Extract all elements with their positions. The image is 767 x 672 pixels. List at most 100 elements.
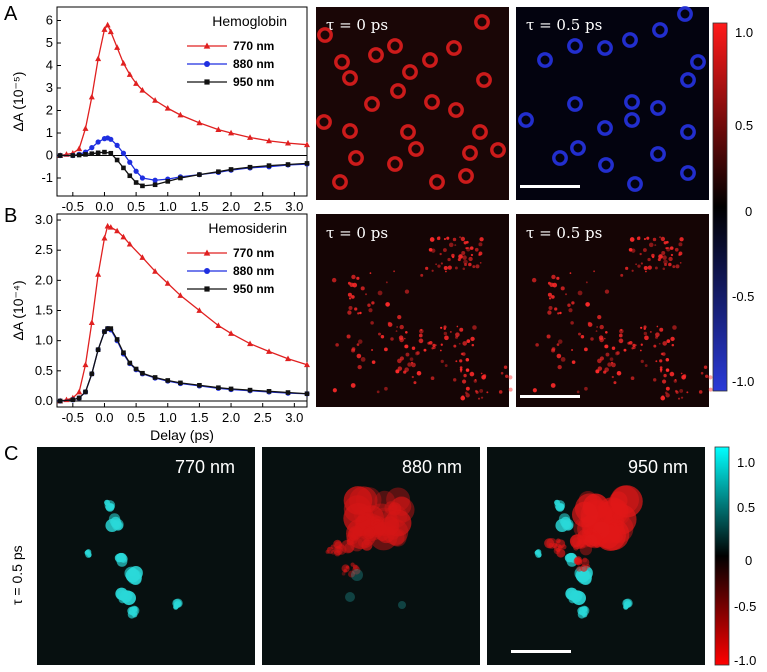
red-cell xyxy=(332,174,348,190)
colorbar-ab-tick-5: -1.0 xyxy=(732,374,754,389)
x-tick-label: 1.0 xyxy=(159,410,177,425)
hemosiderin-speck xyxy=(640,349,642,352)
blue-cell xyxy=(624,94,640,110)
hemosiderin-speck xyxy=(465,393,470,398)
hemosiderin-speck xyxy=(678,242,683,247)
cyan-blob xyxy=(575,568,590,583)
data-point-square xyxy=(127,173,133,179)
hemosiderin-speck xyxy=(447,265,452,270)
data-point-square xyxy=(102,149,107,155)
data-point-square xyxy=(285,162,291,167)
colorbar-c-tick-3: 0 xyxy=(745,553,752,568)
hemosiderin-speck xyxy=(665,247,668,250)
hemosiderin-speck xyxy=(535,343,539,347)
hemosiderin-speck xyxy=(552,282,558,288)
data-point-triangle xyxy=(196,119,203,126)
hemosiderin-speck xyxy=(331,277,337,283)
hemosiderin-speck xyxy=(347,281,351,285)
hemosiderin-speck xyxy=(625,266,629,270)
legend-marker-1 xyxy=(204,268,210,274)
hemosiderin-speck xyxy=(465,247,468,250)
hemosiderin-speck xyxy=(658,254,663,259)
hemosiderin-speck xyxy=(532,388,537,393)
data-point-triangle xyxy=(152,268,159,274)
blue-cell xyxy=(652,22,668,38)
hemosiderin-speck xyxy=(616,370,622,376)
hemosiderin-speck xyxy=(503,365,508,369)
data-point-square xyxy=(165,378,171,383)
hemosiderin-speck xyxy=(472,325,477,330)
red-cell xyxy=(402,64,418,80)
chart-title: Hemoglobin xyxy=(212,13,287,29)
x-tick-label: 0.0 xyxy=(95,199,113,214)
hemosiderin-speck xyxy=(620,329,623,331)
hemosiderin-speck xyxy=(447,257,451,262)
hemosiderin-speck xyxy=(674,247,679,252)
hemosiderin-speck xyxy=(470,253,474,257)
hemosiderin-speck xyxy=(461,251,466,256)
hemosiderin-speck xyxy=(500,371,504,375)
hemosiderin-speck xyxy=(427,341,431,345)
hemosiderin-speck xyxy=(698,390,703,394)
hemosiderin-speck xyxy=(551,348,556,353)
data-point-triangle xyxy=(88,93,95,100)
x-tick-label: 0.5 xyxy=(127,199,145,214)
hemosiderin-speck xyxy=(651,253,655,258)
hemosiderin-speck xyxy=(498,390,503,394)
cyan-blob xyxy=(563,521,574,531)
hemosiderin-speck xyxy=(665,393,670,398)
red-blob xyxy=(593,540,601,548)
data-point-triangle xyxy=(101,26,108,32)
hemosiderin-speck xyxy=(616,351,620,355)
red-blob xyxy=(361,539,373,551)
hemosiderin-speck xyxy=(660,395,666,401)
hemosiderin-speck xyxy=(423,348,427,352)
chart-title: Hemosiderin xyxy=(208,220,287,236)
hemosiderin-speck xyxy=(459,236,461,239)
hemosiderin-speck xyxy=(643,238,646,241)
image-b-tau05: τ = 0.5 ps xyxy=(516,214,713,407)
y-axis-label: ΔA (10⁻⁵) xyxy=(10,72,26,132)
x-tick-label: 0.5 xyxy=(127,410,145,425)
hemosiderin-speck xyxy=(365,293,368,296)
cyan-blob xyxy=(113,521,124,531)
hemosiderin-speck xyxy=(653,378,657,382)
data-point-triangle xyxy=(215,322,222,328)
hemosiderin-speck xyxy=(474,247,479,252)
red-blob xyxy=(349,525,363,540)
hemosiderin-speck xyxy=(474,378,477,381)
hemosiderin-speck xyxy=(405,352,410,357)
data-point-square xyxy=(133,366,139,372)
data-point-triangle xyxy=(266,137,273,144)
hemosiderin-speck xyxy=(466,339,471,344)
hemosiderin-speck xyxy=(548,297,552,300)
hemosiderin-speck xyxy=(505,374,509,378)
hemosiderin-speck xyxy=(347,292,352,297)
data-point-square xyxy=(304,391,310,397)
x-tick-label: 3.0 xyxy=(285,199,303,214)
cyan-blob xyxy=(174,600,182,608)
hemosiderin-speck xyxy=(675,264,680,269)
hemosiderin-speck xyxy=(557,364,562,370)
y-tick-label: 3.0 xyxy=(35,212,53,227)
hemosiderin-speck xyxy=(463,241,467,245)
hemosiderin-speck xyxy=(628,247,633,252)
red-blob xyxy=(570,534,586,550)
image-c-770-label: 770 nm xyxy=(175,457,235,477)
hemosiderin-speck xyxy=(603,370,607,374)
data-point-square xyxy=(105,326,110,331)
data-point-triangle xyxy=(196,307,203,313)
hemosiderin-speck xyxy=(584,347,588,352)
hemosiderin-speck xyxy=(659,359,663,363)
data-point-square xyxy=(76,395,82,401)
hemosiderin-speck xyxy=(350,383,356,388)
data-point-square xyxy=(140,370,145,376)
hemosiderin-speck xyxy=(419,328,424,334)
hemosiderin-speck xyxy=(428,247,433,252)
y-tick-label: 0 xyxy=(46,148,53,163)
hemosiderin-speck xyxy=(613,381,617,385)
hemosiderin-speck xyxy=(469,371,475,377)
hemosiderin-speck xyxy=(703,365,708,369)
hemosiderin-speck xyxy=(547,310,552,315)
blue-cell xyxy=(570,140,586,156)
